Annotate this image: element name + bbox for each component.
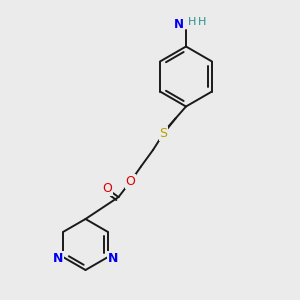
Text: O: O [126,175,135,188]
Text: N: N [53,252,63,265]
Text: S: S [160,127,167,140]
Text: N: N [173,18,184,31]
Text: H: H [188,16,196,27]
Text: N: N [108,252,118,265]
Text: H: H [198,16,207,27]
Text: O: O [103,182,112,196]
